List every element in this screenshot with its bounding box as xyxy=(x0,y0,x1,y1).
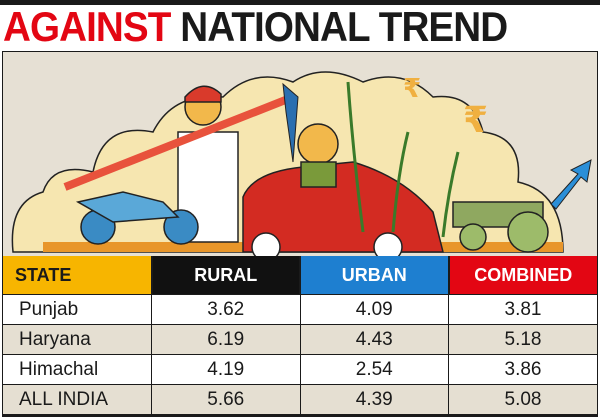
cell-rural: 6.19 xyxy=(151,324,301,355)
rupee-icon: ₹ xyxy=(403,74,421,104)
tractor-icon xyxy=(452,201,549,253)
cell-urban: 4.39 xyxy=(300,384,449,416)
cell-combined: 3.86 xyxy=(448,354,597,385)
table-row: Punjab 3.62 4.09 3.81 xyxy=(3,294,597,325)
cell-rural: 4.19 xyxy=(151,354,301,385)
cell-rural: 5.66 xyxy=(151,384,301,416)
table-row: Himachal 4.19 2.54 3.86 xyxy=(3,354,597,385)
header-rural: RURAL xyxy=(151,256,301,295)
cell-combined: 5.08 xyxy=(448,384,597,416)
cell-state: Himachal xyxy=(3,354,152,385)
cell-combined: 5.18 xyxy=(448,324,597,355)
headline-part-dark: NATIONAL TREND xyxy=(180,3,508,50)
headline: AGAINST NATIONAL TREND xyxy=(3,3,508,50)
table-row: ALL INDIA 5.66 4.39 5.08 xyxy=(3,384,597,416)
crops-icon xyxy=(346,81,460,238)
cell-state: ALL INDIA xyxy=(3,384,152,416)
cell-urban: 2.54 xyxy=(300,354,449,385)
illustration: ₹ ₹ xyxy=(3,52,597,256)
pickaxe-icon xyxy=(63,93,295,191)
header-combined: COMBINED xyxy=(448,256,597,295)
cell-state: Haryana xyxy=(3,324,152,355)
cell-combined: 3.81 xyxy=(448,294,597,325)
up-arrow-icon xyxy=(550,159,592,210)
cell-urban: 4.09 xyxy=(300,294,449,325)
pickaxe-head xyxy=(282,82,299,163)
cell-state: Punjab xyxy=(3,294,152,325)
table-row: Haryana 6.19 4.43 5.18 xyxy=(3,324,597,355)
graphic-frame: ₹ ₹ STATE RURAL URBAN COMBINED Punjab xyxy=(2,51,598,417)
header-state: STATE xyxy=(3,256,153,295)
top-rule xyxy=(0,0,600,5)
header-urban: URBAN xyxy=(300,256,450,295)
rupee-icon: ₹ xyxy=(463,100,488,141)
table-header-row: STATE RURAL URBAN COMBINED xyxy=(3,256,597,295)
motorcycle-icon xyxy=(75,191,199,245)
headline-part-red: AGAINST xyxy=(3,3,171,50)
cell-rural: 3.62 xyxy=(151,294,301,325)
cell-urban: 4.43 xyxy=(300,324,449,355)
data-table: STATE RURAL URBAN COMBINED Punjab 3.62 4… xyxy=(3,256,597,416)
